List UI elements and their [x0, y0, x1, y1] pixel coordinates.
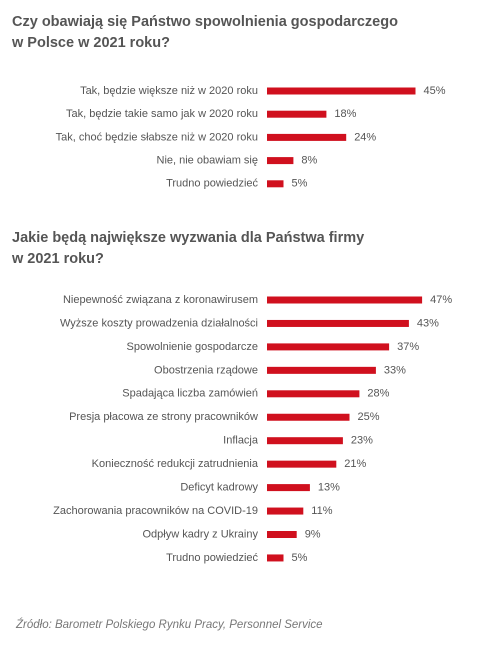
category-label: Spadająca liczba zamówień	[122, 388, 258, 400]
bar	[267, 343, 390, 351]
bar	[267, 531, 297, 538]
bar	[267, 157, 294, 165]
value-label: 13%	[318, 482, 340, 494]
category-label: Zachorowania pracowników na COVID-19	[53, 505, 258, 517]
category-label: Trudno powiedzieć	[166, 178, 258, 190]
source: Źródło: Barometr Polskiego Rynku Pracy, …	[16, 619, 323, 631]
category-label: Wyższe koszty prowadzenia działalności	[60, 317, 258, 329]
category-label: Tak, choć będzie słabsze niż w 2020 roku	[56, 131, 258, 143]
bar	[267, 413, 350, 421]
value-label: 23%	[351, 435, 373, 447]
value-label: 25%	[358, 411, 380, 423]
bar	[267, 507, 304, 515]
bar	[267, 180, 284, 188]
value-label: 28%	[367, 388, 389, 400]
value-label: 5%	[292, 178, 308, 190]
bar	[267, 133, 347, 141]
value-label: 45%	[424, 85, 446, 97]
value-label: 9%	[305, 528, 321, 540]
category-label: Spowolnienie gospodarcze	[127, 341, 258, 353]
category-label: Presja płacowa ze strony pracowników	[69, 411, 258, 423]
bar	[267, 110, 327, 118]
value-label: 24%	[354, 131, 376, 143]
value-label: 21%	[344, 458, 366, 470]
category-label: Inflacja	[223, 435, 259, 447]
bar	[267, 460, 337, 468]
value-label: 11%	[311, 505, 332, 517]
bar	[267, 437, 343, 445]
bar	[267, 366, 376, 374]
category-label: Nie, nie obawiam się	[157, 155, 259, 167]
category-label: Obostrzenia rządowe	[154, 364, 258, 376]
bar	[267, 484, 310, 492]
bar	[267, 554, 284, 562]
chart-title: Jakie będą największe wyzwania dla Państ…	[12, 230, 365, 267]
bar	[267, 319, 409, 327]
value-label: 18%	[334, 108, 356, 120]
value-label: 43%	[417, 317, 439, 329]
bar	[267, 390, 360, 398]
category-label: Deficyt kadrowy	[180, 482, 258, 494]
category-label: Tak, będzie większe niż w 2020 roku	[80, 85, 258, 97]
value-label: 8%	[301, 155, 317, 167]
category-label: Niepewność związana z koronawirusem	[63, 294, 258, 306]
value-label: 33%	[384, 364, 406, 376]
bar	[267, 296, 423, 304]
value-label: 5%	[292, 552, 308, 564]
category-label: Odpływ kadry z Ukrainy	[142, 528, 258, 540]
bar	[267, 87, 416, 95]
category-label: Trudno powiedzieć	[166, 552, 258, 564]
category-label: Tak, będzie takie samo jak w 2020 roku	[66, 108, 258, 120]
chart-title: Czy obawiają się Państwo spowolnienia go…	[12, 14, 398, 51]
value-label: 47%	[430, 294, 452, 306]
category-label: Konieczność redukcji zatrudnienia	[92, 458, 259, 470]
value-label: 37%	[397, 341, 419, 353]
